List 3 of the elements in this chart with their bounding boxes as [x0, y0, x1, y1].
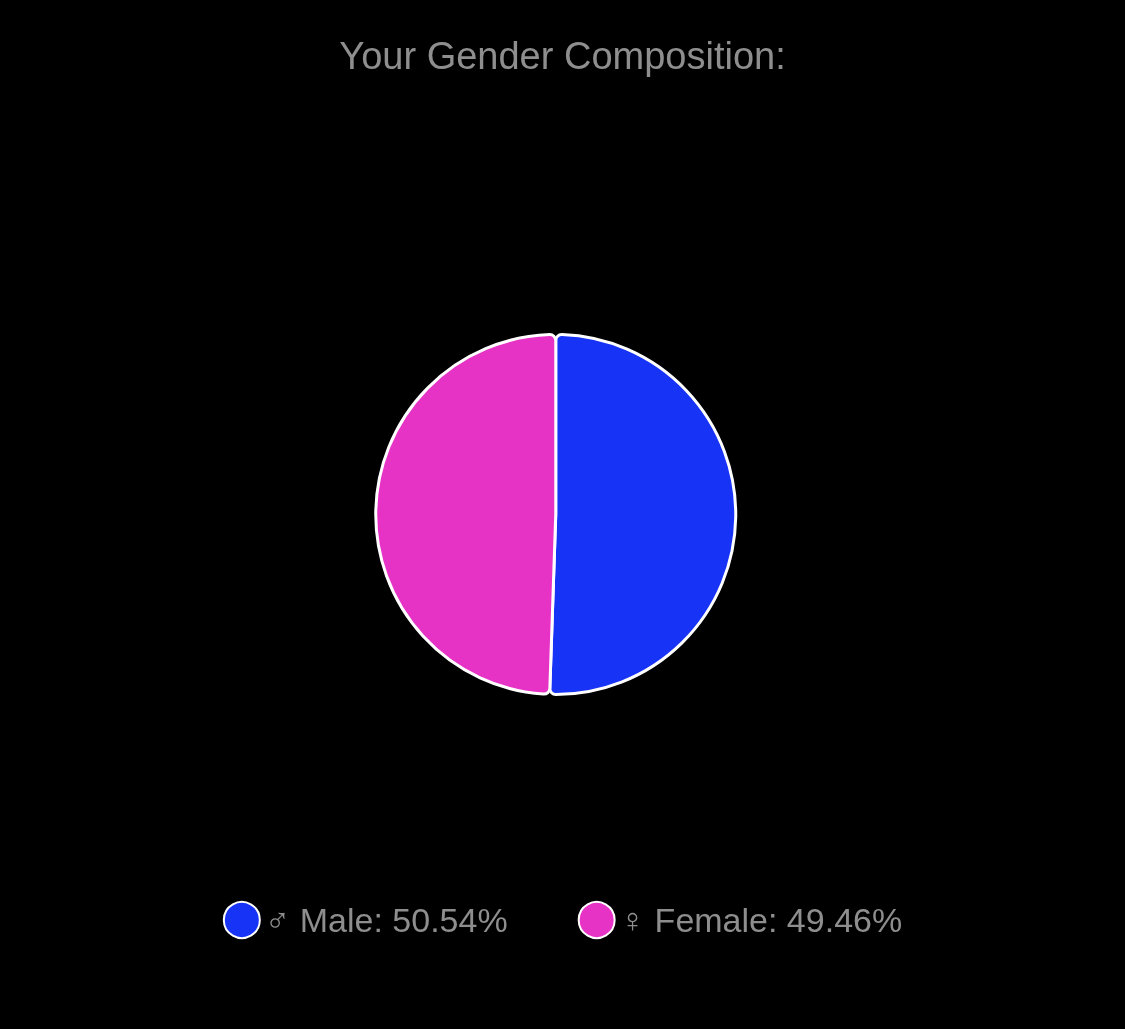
legend-label: ♂ Male: 50.54% [264, 901, 508, 939]
legend-label: ♀ Female: 49.46% [619, 901, 903, 939]
chart-title: Your Gender Composition: [339, 35, 786, 77]
